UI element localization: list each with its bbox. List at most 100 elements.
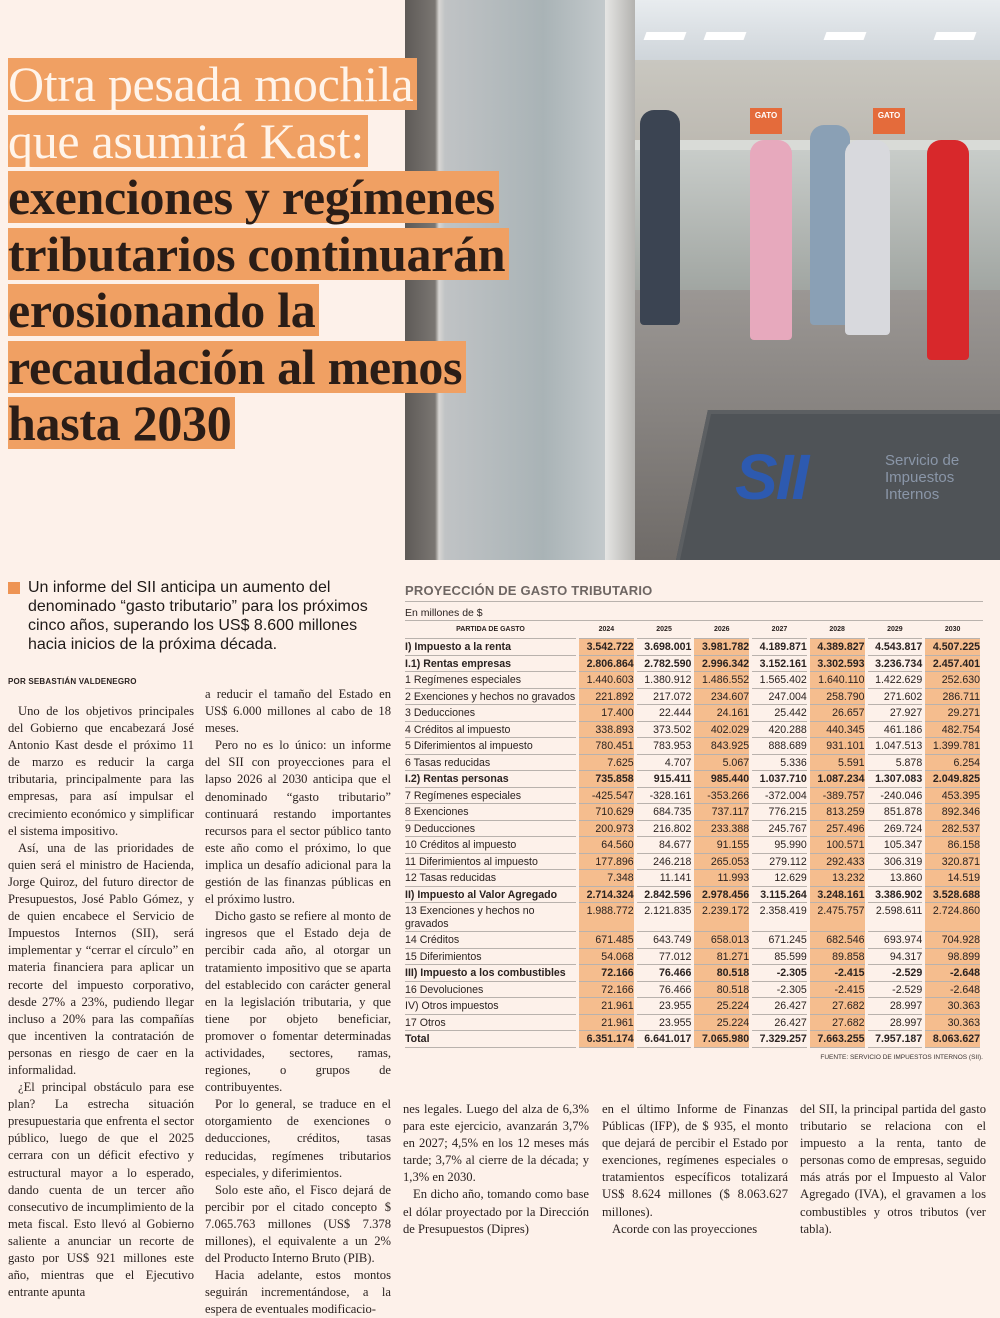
headline-line: que asumirá Kast: xyxy=(8,114,368,167)
article-column-1: Uno de los objetivos principales del Gob… xyxy=(8,703,194,1301)
value-cell-2026: 2.239.172 xyxy=(694,903,750,932)
headline-line: recaudación al menos xyxy=(8,340,467,393)
column-header-year: 2028 xyxy=(809,621,865,639)
value-cell-2025: 2.842.596 xyxy=(636,887,692,903)
sii-logo-text: Servicio de Impuestos Internos xyxy=(885,452,960,503)
person xyxy=(927,140,969,360)
row-label: 13 Exenciones y hechos no gravados xyxy=(405,903,576,932)
value-cell-2029: 461.186 xyxy=(867,722,923,738)
value-cell-2028: -2.415 xyxy=(809,965,865,982)
value-cell-2026: 234.607 xyxy=(694,688,750,705)
paragraph: a reducir el tamaño del Estado en US$ 6.… xyxy=(205,687,391,736)
value-cell-2026: 81.271 xyxy=(694,948,750,965)
value-cell-2025: 3.698.001 xyxy=(636,639,692,656)
paragraph: ¿El principal obstáculo para ese plan? L… xyxy=(8,1080,194,1300)
value-cell-2028: 4.389.827 xyxy=(809,639,865,656)
paragraph: Uno de los objetivos principales del Gob… xyxy=(8,704,194,838)
table-row: 12 Tasas reducidas 7.348 11.141 11.993 12.62… xyxy=(405,870,980,887)
headline-line: erosionando la xyxy=(8,284,320,336)
row-label: 15 Diferimientos xyxy=(405,949,576,965)
value-cell-2029: 306.319 xyxy=(867,854,923,870)
row-label: 14 Créditos xyxy=(405,932,576,949)
table-row: 1 Regímenes especiales 1.440.603 1.380.912… xyxy=(405,672,980,689)
value-cell-2027: -2.305 xyxy=(752,982,807,998)
row-label: 8 Exenciones xyxy=(405,804,576,821)
value-cell-2029: 27.927 xyxy=(867,705,923,722)
paragraph: Hacia adelante, estos montos seguirán in… xyxy=(205,1268,391,1317)
value-cell-2027: 95.990 xyxy=(752,837,807,854)
value-cell-2027: 1.565.402 xyxy=(752,672,807,689)
value-cell-2025: 2.782.590 xyxy=(636,656,692,672)
paragraph: Solo este año, el Fisco dejará de percib… xyxy=(205,1182,391,1266)
paragraph: nes legales. Luego del alza de 6,3% para… xyxy=(403,1102,589,1185)
value-cell-2029: 5.878 xyxy=(867,755,923,771)
value-cell-2027: 247.004 xyxy=(752,689,807,705)
column-header-year: 2027 xyxy=(752,621,807,639)
value-cell-2024: 338.893 xyxy=(579,721,634,738)
person xyxy=(845,140,890,335)
value-cell-2026: 11.993 xyxy=(694,870,750,887)
value-cell-2026: 2.978.456 xyxy=(694,886,750,903)
value-cell-2030: 892.346 xyxy=(925,804,980,821)
value-cell-2030: 30.363 xyxy=(925,1014,980,1031)
row-label: 17 Otros xyxy=(405,1015,576,1031)
column-header-item: PARTIDA DE GASTO xyxy=(405,621,576,639)
value-cell-2024: 7.625 xyxy=(579,754,634,771)
table-row: 2 Exenciones y hechos no gravados 221.892… xyxy=(405,688,980,705)
table-row: 10 Créditos al impuesto 64.560 84.677 91.15… xyxy=(405,837,980,854)
value-cell-2028: 258.790 xyxy=(809,688,865,705)
value-cell-2024: 72.166 xyxy=(579,981,634,998)
paragraph: Acorde con las proyecciones xyxy=(612,1221,758,1236)
value-cell-2024: 671.485 xyxy=(579,932,634,949)
value-cell-2024: 6.351.174 xyxy=(579,1031,634,1048)
article-column-3: nes legales. Luego del alza de 6,3% para… xyxy=(403,1101,589,1238)
value-cell-2028: 26.657 xyxy=(809,705,865,722)
value-cell-2029: 3.386.902 xyxy=(867,887,923,903)
person xyxy=(640,110,680,325)
table-row: 15 Diferimientos 54.068 77.012 81.271 85.599… xyxy=(405,948,980,965)
table-row: Total 6.351.174 6.641.017 7.065.980 7.329.25… xyxy=(405,1031,980,1048)
row-label: IV) Otros impuestos xyxy=(405,998,576,1015)
value-cell-2026: 985.440 xyxy=(694,771,750,788)
value-cell-2029: -2.529 xyxy=(867,965,923,982)
row-label: 2 Exenciones y hechos no gravados xyxy=(405,689,576,705)
value-cell-2024: -425.547 xyxy=(579,787,634,804)
value-cell-2024: 21.961 xyxy=(579,998,634,1015)
column-header-year: 2025 xyxy=(636,621,692,639)
value-cell-2026: 2.996.342 xyxy=(694,655,750,672)
row-label: 9 Deducciones xyxy=(405,821,576,837)
table-row: 9 Deducciones 200.973 216.802 233.388 245.76… xyxy=(405,820,980,837)
ceiling-light xyxy=(823,32,867,40)
value-cell-2026: 7.065.980 xyxy=(694,1031,750,1048)
value-cell-2027: 3.115.264 xyxy=(752,887,807,903)
value-cell-2025: 6.641.017 xyxy=(636,1031,692,1048)
value-cell-2026: 737.117 xyxy=(694,804,750,821)
row-label: 12 Tasas reducidas xyxy=(405,870,576,887)
row-label: 3 Deducciones xyxy=(405,705,576,722)
value-cell-2026: 80.518 xyxy=(694,965,750,982)
value-cell-2025: 76.466 xyxy=(636,965,692,982)
value-cell-2024: 54.068 xyxy=(579,948,634,965)
row-label: 1 Regímenes especiales xyxy=(405,672,576,689)
value-cell-2026: 265.053 xyxy=(694,853,750,870)
value-cell-2029: -2.529 xyxy=(867,982,923,998)
value-cell-2024: 17.400 xyxy=(579,705,634,722)
value-cell-2029: 3.236.734 xyxy=(867,656,923,672)
row-label: 16 Devoluciones xyxy=(405,982,576,998)
value-cell-2027: 279.112 xyxy=(752,854,807,870)
paragraph: Dicho gasto se refiere al monto de ingre… xyxy=(205,909,391,1095)
table-row: 7 Regímenes especiales -425.547 -328.161 -3… xyxy=(405,787,980,804)
paragraph: En dicho año, tomando como base el dólar… xyxy=(403,1187,589,1236)
article-column-2: a reducir el tamaño del Estado en US$ 6.… xyxy=(205,686,391,1318)
value-cell-2030: 2.724.860 xyxy=(925,903,980,932)
value-cell-2026: 658.013 xyxy=(694,932,750,949)
headline: Otra pesada mochila que asumirá Kast: ex… xyxy=(8,58,510,454)
value-cell-2024: 64.560 xyxy=(579,837,634,854)
value-cell-2030: 8.063.627 xyxy=(925,1031,980,1048)
value-cell-2027: 4.189.871 xyxy=(752,639,807,656)
column-header-year: 2024 xyxy=(579,621,634,639)
poster: GATO xyxy=(873,108,905,134)
value-cell-2027: -372.004 xyxy=(752,788,807,804)
table-row: 5 Diferimientos al impuesto 780.451 783.95… xyxy=(405,738,980,755)
value-cell-2028: -389.757 xyxy=(809,787,865,804)
